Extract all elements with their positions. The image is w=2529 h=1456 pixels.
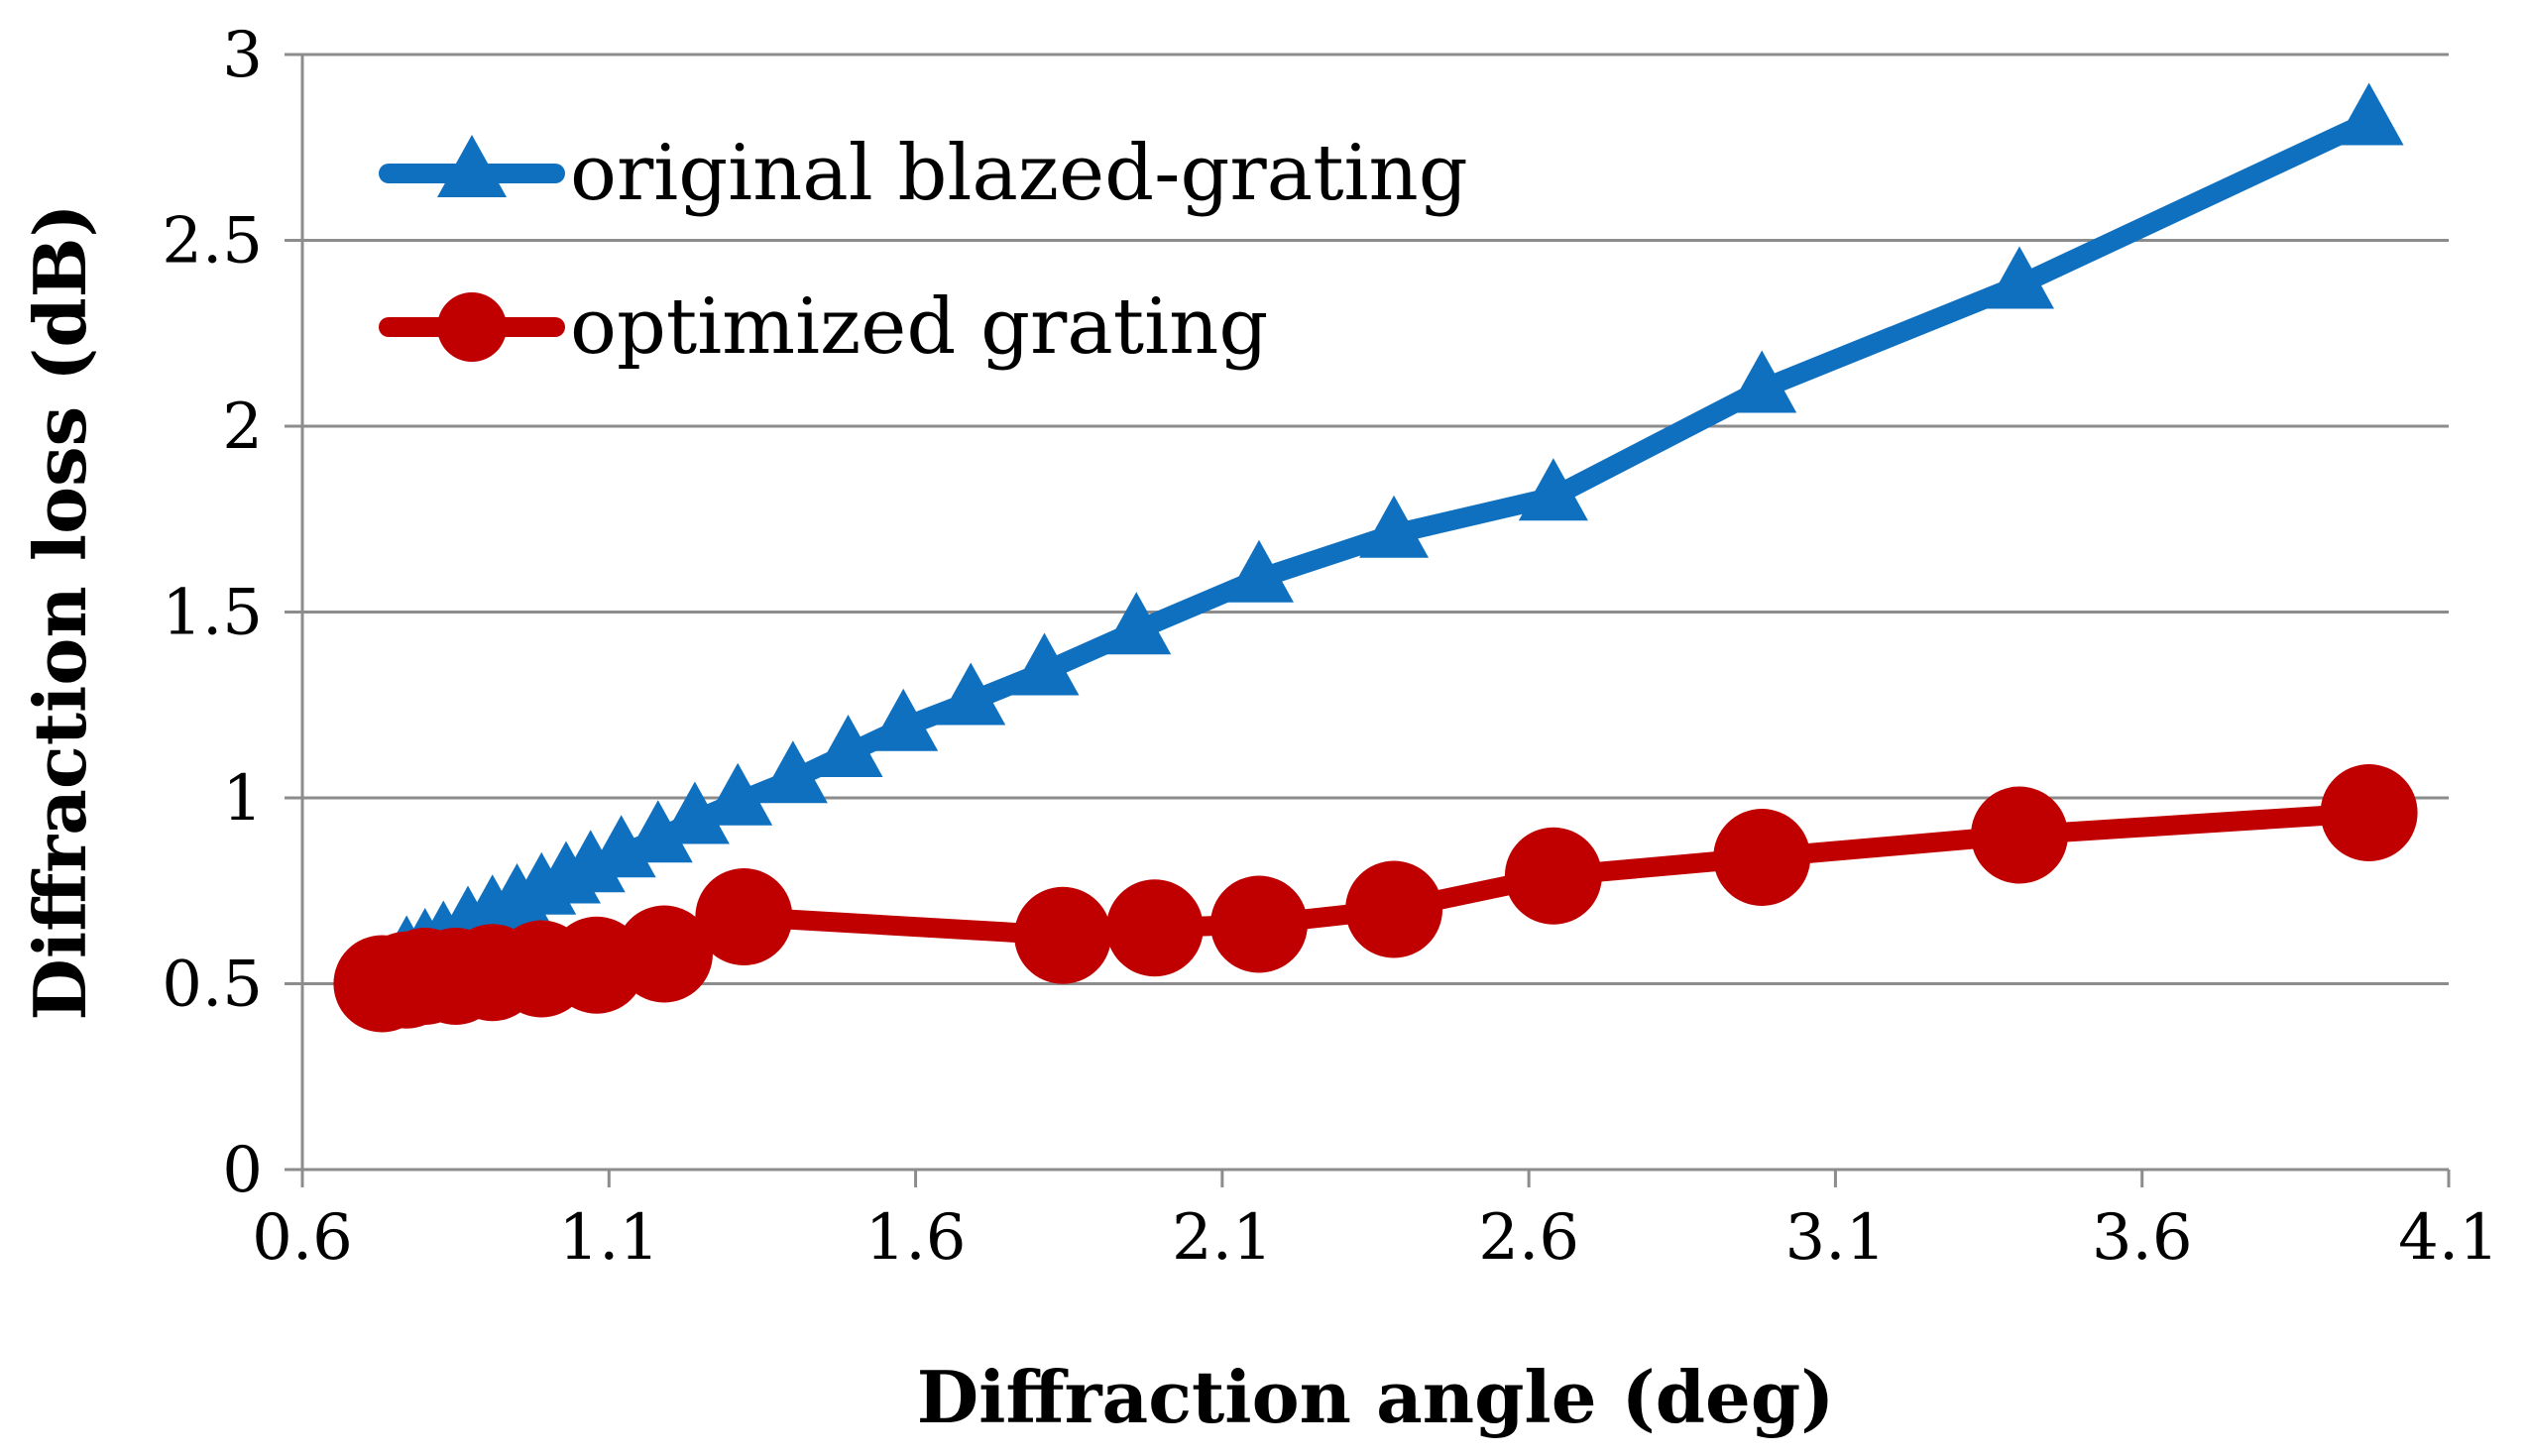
- legend-label: original blazed-grating: [570, 129, 1468, 218]
- legend-circle-marker: [437, 292, 507, 362]
- x-tick-label: 1.6: [865, 1201, 967, 1275]
- triangle-point: [1009, 632, 1080, 696]
- y-tick-label: 2: [222, 391, 263, 464]
- circle-point: [1345, 860, 1443, 958]
- y-tick-label: 1: [222, 762, 263, 836]
- y-tick-label: 1.5: [162, 577, 263, 650]
- y-axis-title: Diffraction loss (dB): [18, 203, 102, 1020]
- circle-point: [1713, 809, 1811, 906]
- triangle-point: [813, 714, 883, 777]
- triangle-point: [659, 781, 730, 844]
- legend-label: optimized grating: [570, 282, 1268, 372]
- triangle-point: [1223, 539, 1294, 603]
- y-tick-label: 3: [222, 19, 263, 92]
- triangle-point: [1727, 350, 1797, 413]
- triangle-point: [1101, 592, 1172, 655]
- x-tick-label: 4.1: [2398, 1201, 2499, 1275]
- triangle-point: [1985, 246, 2054, 309]
- circle-point: [1209, 875, 1308, 973]
- circle-point: [1014, 886, 1112, 984]
- x-tick-label: 0.6: [252, 1201, 353, 1275]
- triangle-point: [868, 688, 939, 751]
- x-tick-label: 3.1: [1785, 1201, 1887, 1275]
- circle-point: [615, 905, 713, 1003]
- y-tick-label: 0.5: [162, 949, 263, 1022]
- tick-labels: 0 0.5 1 1.5 2 2.5 3 0.6 1.1 1.6 2.1 2.6 3.1 3.6 4.1: [162, 19, 2499, 1275]
- legend-entry-1: optimized grating: [379, 282, 1268, 372]
- axes: [285, 53, 2451, 1187]
- triangle-point: [703, 762, 773, 826]
- triangle-point: [936, 662, 1006, 726]
- y-tick-label: 2.5: [162, 205, 263, 279]
- circle-point: [2320, 764, 2418, 861]
- x-tick-label: 3.6: [2092, 1201, 2193, 1275]
- x-tick-label: 1.1: [558, 1201, 659, 1275]
- triangle-point: [1359, 495, 1430, 558]
- triangle-point: [1518, 458, 1588, 521]
- circle-point: [1504, 827, 1602, 925]
- x-axis-title: Diffraction angle (deg): [917, 1355, 1835, 1439]
- gridlines: [302, 53, 2449, 985]
- triangle-point: [2334, 82, 2404, 146]
- plot-series: [333, 82, 2418, 1033]
- series-1: [333, 764, 2418, 1033]
- triangle-point: [757, 740, 828, 804]
- legend-entry-0: original blazed-grating: [379, 129, 1468, 218]
- legend: original blazed-grating optimized grating: [379, 129, 1468, 372]
- x-tick-label: 2.6: [1478, 1201, 1579, 1275]
- legend-triangle-marker: [437, 134, 507, 197]
- circle-point: [1105, 879, 1204, 977]
- x-tick-label: 2.1: [1172, 1201, 1273, 1275]
- triangle-point: [623, 800, 693, 863]
- circle-point: [695, 868, 793, 965]
- circle-point: [1971, 786, 2068, 884]
- y-tick-label: 0: [222, 1134, 263, 1207]
